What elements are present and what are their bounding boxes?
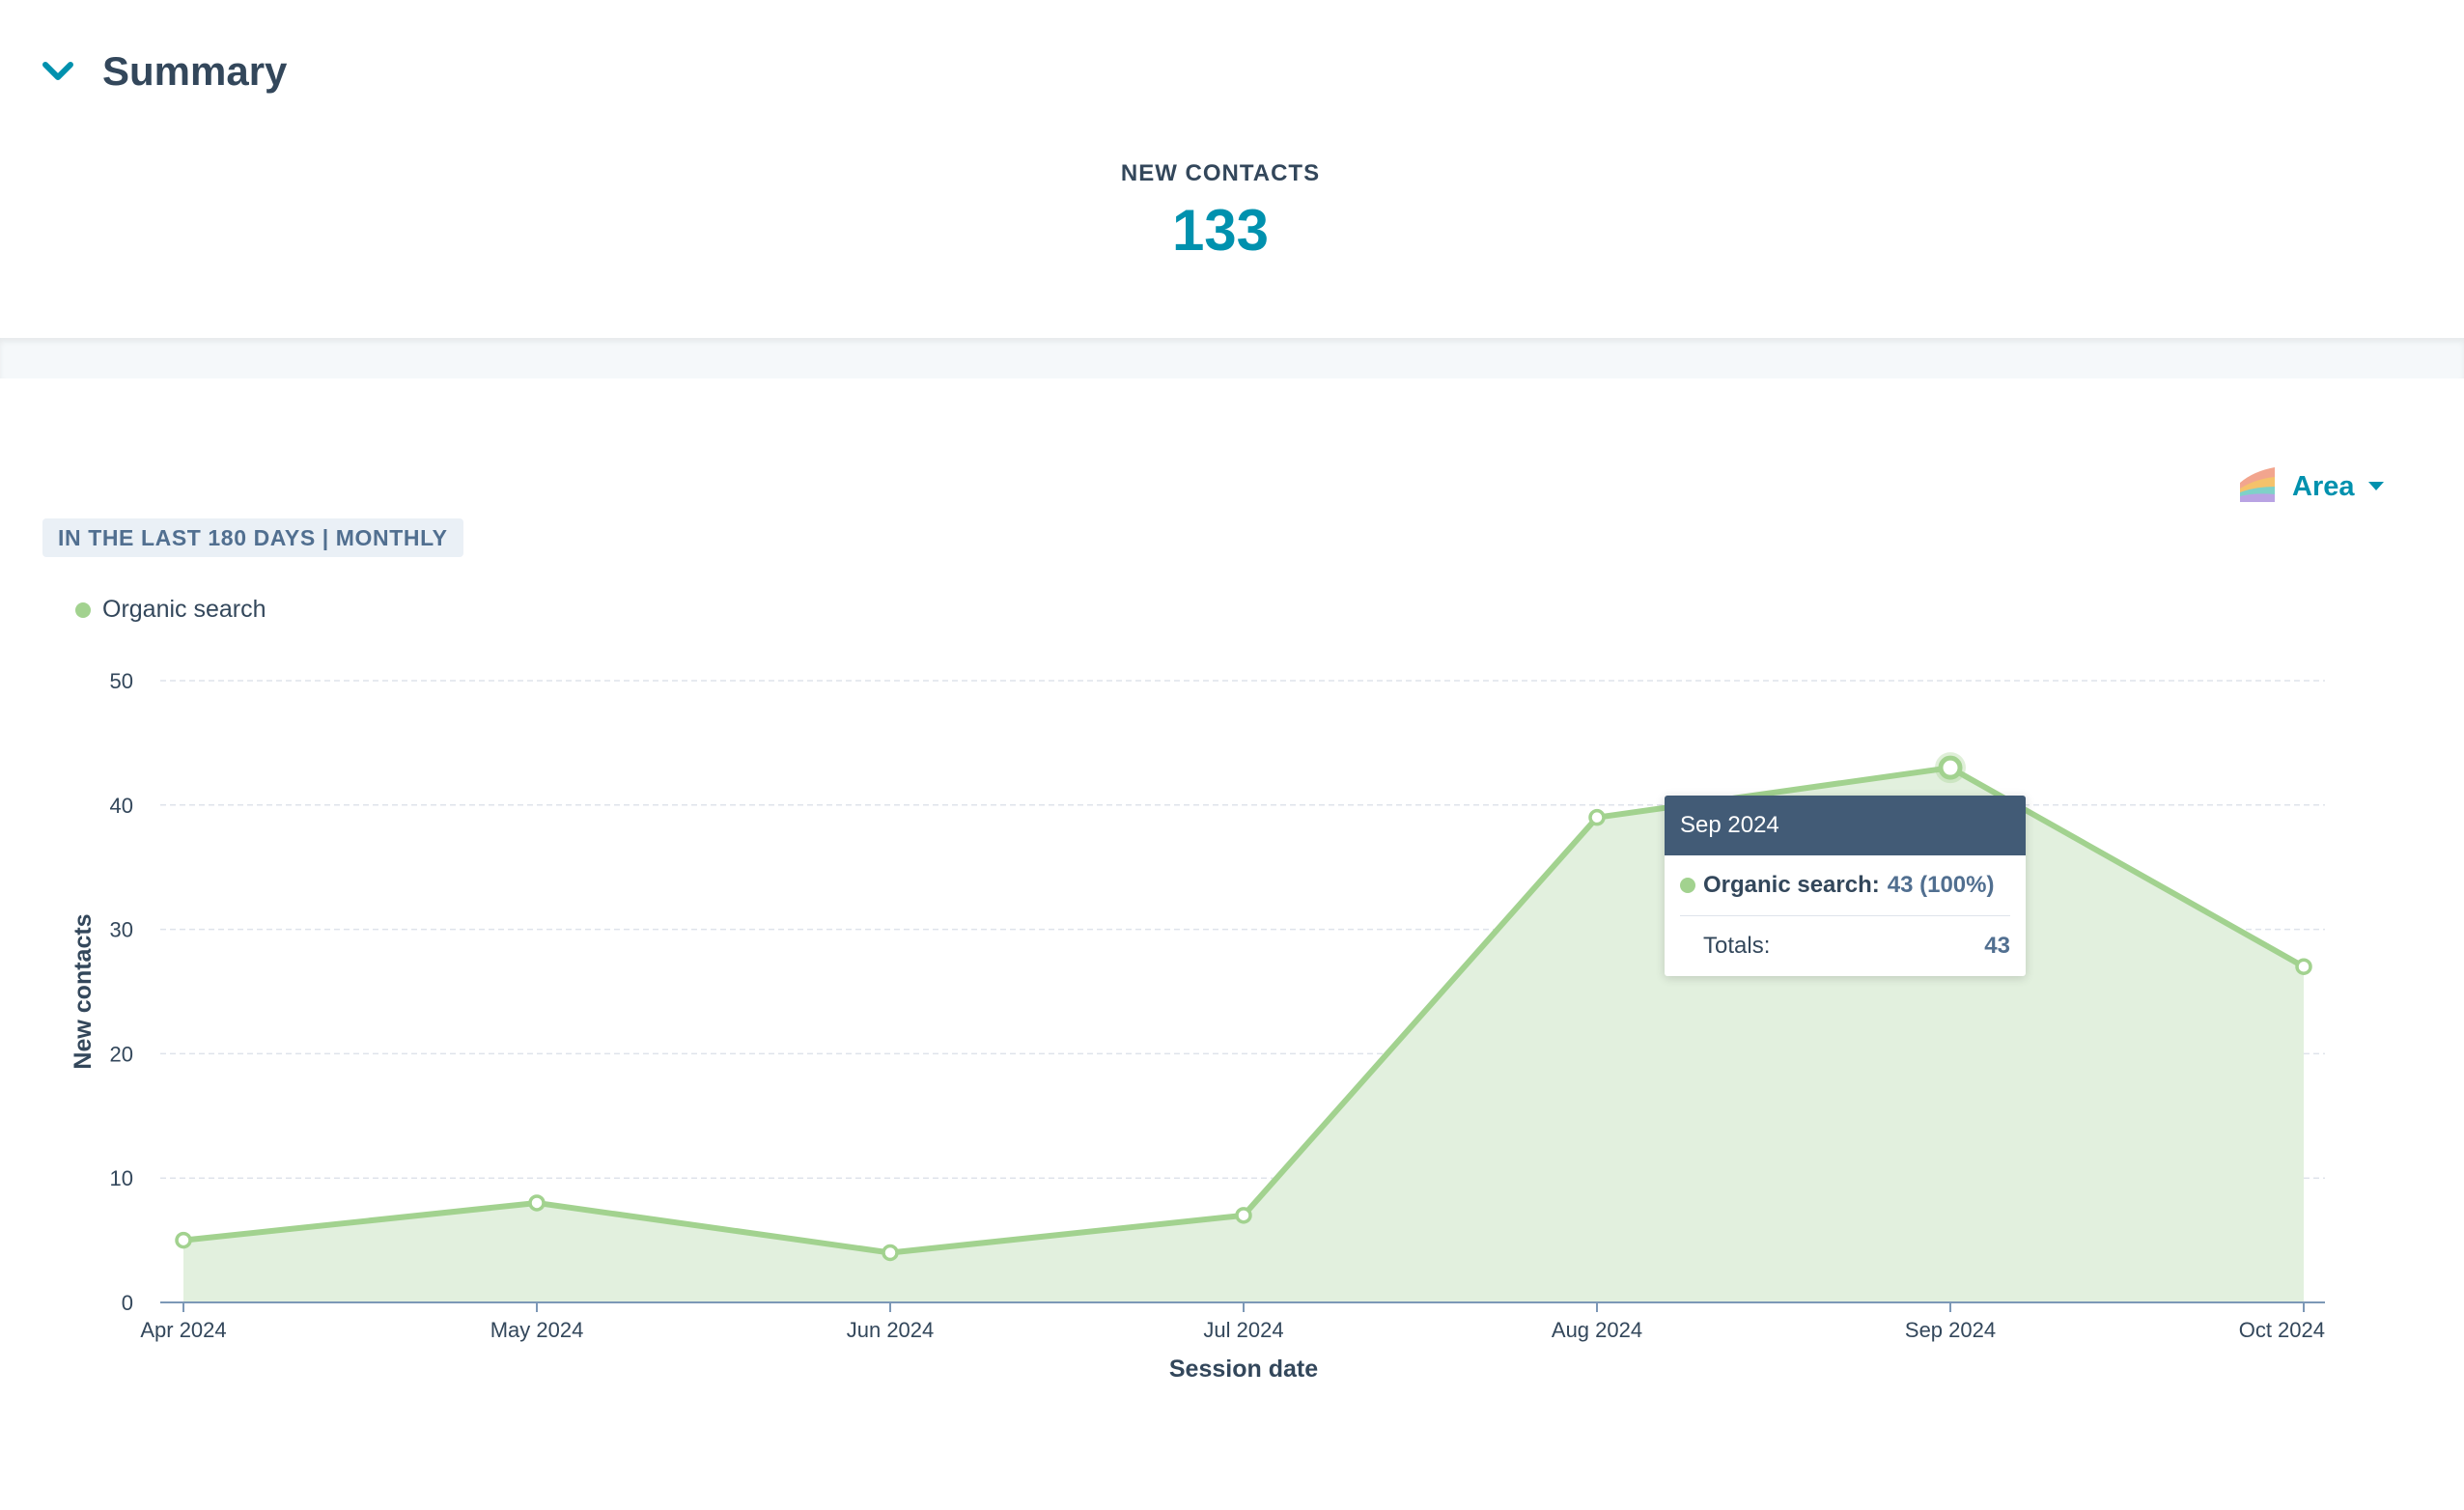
caret-down-icon bbox=[2367, 479, 2384, 496]
data-point bbox=[882, 1244, 899, 1262]
x-tick-label: Apr 2024 bbox=[140, 1318, 226, 1342]
x-tick-label: Oct 2024 bbox=[2239, 1318, 2325, 1342]
legend-label: Organic search bbox=[102, 596, 266, 623]
kpi-label: NEW CONTACTS bbox=[1120, 160, 1321, 186]
data-point bbox=[1938, 755, 1963, 780]
x-tick-label: Sep 2024 bbox=[1905, 1318, 1996, 1342]
date-range-tag: IN THE LAST 180 DAYS | MONTHLY bbox=[42, 518, 463, 557]
y-tick-label: 10 bbox=[110, 1166, 133, 1190]
chart-type-dropdown[interactable]: Area bbox=[2238, 465, 2384, 509]
x-tick-label: Aug 2024 bbox=[1552, 1318, 1642, 1342]
tooltip-series-value: 43 (100%) bbox=[1887, 872, 1995, 898]
tooltip-title: Sep 2024 bbox=[1665, 796, 2026, 855]
tooltip-divider bbox=[1680, 915, 2010, 916]
x-tick-label: Jul 2024 bbox=[1203, 1318, 1283, 1342]
new-contacts-kpi: NEW CONTACTS 133 bbox=[0, 160, 2441, 264]
tooltip-totals-row: Totals: 43 bbox=[1665, 916, 2026, 976]
summary-header: Summary bbox=[39, 48, 287, 95]
chevron-down-icon[interactable] bbox=[39, 52, 77, 91]
y-tick-label: 40 bbox=[110, 794, 133, 818]
data-point bbox=[2295, 958, 2312, 975]
section-divider bbox=[0, 338, 2464, 378]
tooltip-totals-label: Totals: bbox=[1703, 933, 1771, 959]
y-tick-label: 20 bbox=[110, 1042, 133, 1066]
data-point bbox=[1588, 808, 1606, 826]
chart-type-label: Area bbox=[2292, 471, 2355, 502]
x-axis-title: Session date bbox=[1169, 1356, 1318, 1383]
tooltip-series-label: Organic search: bbox=[1703, 872, 1880, 898]
x-tick-label: Jun 2024 bbox=[847, 1318, 935, 1342]
tooltip-totals-value: 43 bbox=[1984, 933, 2010, 959]
y-tick-label: 0 bbox=[122, 1291, 133, 1315]
y-tick-label: 50 bbox=[110, 669, 133, 693]
data-point bbox=[528, 1194, 546, 1212]
chart-legend[interactable]: Organic search bbox=[75, 596, 266, 624]
y-axis-title: New contacts bbox=[70, 913, 97, 1069]
legend-marker bbox=[75, 601, 91, 618]
data-point bbox=[175, 1231, 192, 1249]
y-tick-label: 30 bbox=[110, 918, 133, 942]
area-chart-icon bbox=[2238, 465, 2277, 509]
kpi-value: 133 bbox=[1171, 198, 1270, 263]
summary-title[interactable]: Summary bbox=[102, 48, 288, 94]
tooltip-series-marker bbox=[1680, 878, 1695, 893]
data-point bbox=[1235, 1207, 1252, 1224]
tooltip-series-row: Organic search: 43 (100%) bbox=[1665, 855, 2026, 915]
chart-tooltip: Sep 2024 Organic search: 43 (100%) Total… bbox=[1665, 796, 2026, 976]
x-tick-label: May 2024 bbox=[490, 1318, 584, 1342]
